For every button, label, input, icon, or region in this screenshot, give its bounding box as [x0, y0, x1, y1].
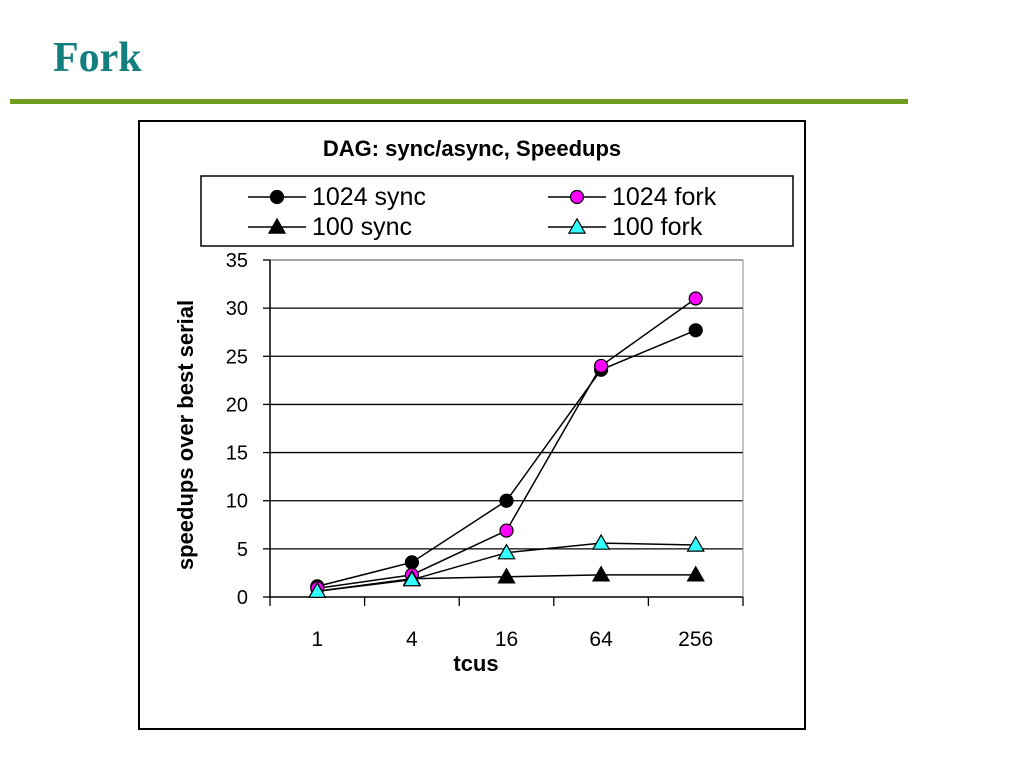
data-point — [688, 291, 703, 306]
y-tick-label: 35 — [226, 250, 248, 272]
legend-marker — [269, 189, 285, 205]
data-point — [499, 493, 514, 508]
chart-title: DAG: sync/async, Speedups — [323, 136, 621, 161]
x-tick-label: 16 — [495, 628, 518, 651]
y-tick-label: 20 — [226, 394, 248, 416]
legend-marker — [567, 217, 587, 234]
y-tick-label: 5 — [237, 539, 248, 561]
y-axis-label: speedups over best serial — [173, 300, 198, 570]
title-divider — [10, 99, 908, 104]
y-tick-label: 30 — [226, 298, 248, 320]
legend-box — [200, 175, 794, 247]
x-tick-label: 64 — [589, 628, 613, 651]
legend-entry: 1024 sync — [248, 183, 426, 211]
data-point — [686, 535, 705, 552]
data-point — [404, 555, 419, 570]
data-point — [686, 565, 705, 582]
y-tick-label: 15 — [226, 443, 248, 465]
legend: 1024 sync 1024 fork 100 sync 100 fork — [248, 183, 717, 241]
slide-title: Fork — [53, 35, 142, 81]
data-point — [497, 543, 516, 560]
series-100-sync — [308, 565, 705, 598]
data-point — [591, 565, 611, 582]
data-point — [593, 358, 609, 374]
data-point — [308, 581, 327, 598]
legend-marker — [569, 189, 585, 205]
legend-entry: 100 sync — [248, 213, 412, 241]
chart-frame — [138, 120, 806, 730]
y-tick-label: 0 — [237, 587, 248, 609]
x-axis-label: tcus — [453, 651, 498, 676]
series-layer — [308, 291, 705, 598]
data-point — [499, 523, 514, 538]
x-tick-label: 256 — [678, 628, 713, 651]
data-point — [591, 533, 611, 550]
y-tick-label: 25 — [226, 346, 248, 368]
x-tick-label: 4 — [406, 628, 418, 651]
legend-entry: 100 fork — [548, 213, 703, 241]
y-tick-labels: 0 5 10 15 20 25 30 35 — [226, 250, 248, 609]
series-1024-fork — [310, 291, 703, 596]
series-100-fork — [308, 533, 705, 598]
legend-entry: 1024 fork — [548, 183, 717, 211]
x-tick-labels: 1 4 16 64 256 — [311, 628, 713, 651]
data-point — [497, 567, 516, 584]
legend-label: 1024 sync — [312, 183, 426, 211]
y-tick-label: 10 — [226, 491, 248, 513]
axes — [263, 259, 744, 606]
data-point — [402, 570, 422, 587]
x-tick-label: 1 — [311, 628, 323, 651]
legend-label: 100 fork — [612, 213, 703, 241]
data-point — [688, 323, 703, 338]
legend-label: 1024 fork — [612, 183, 717, 211]
legend-marker — [267, 217, 287, 234]
legend-label: 100 sync — [312, 213, 412, 241]
